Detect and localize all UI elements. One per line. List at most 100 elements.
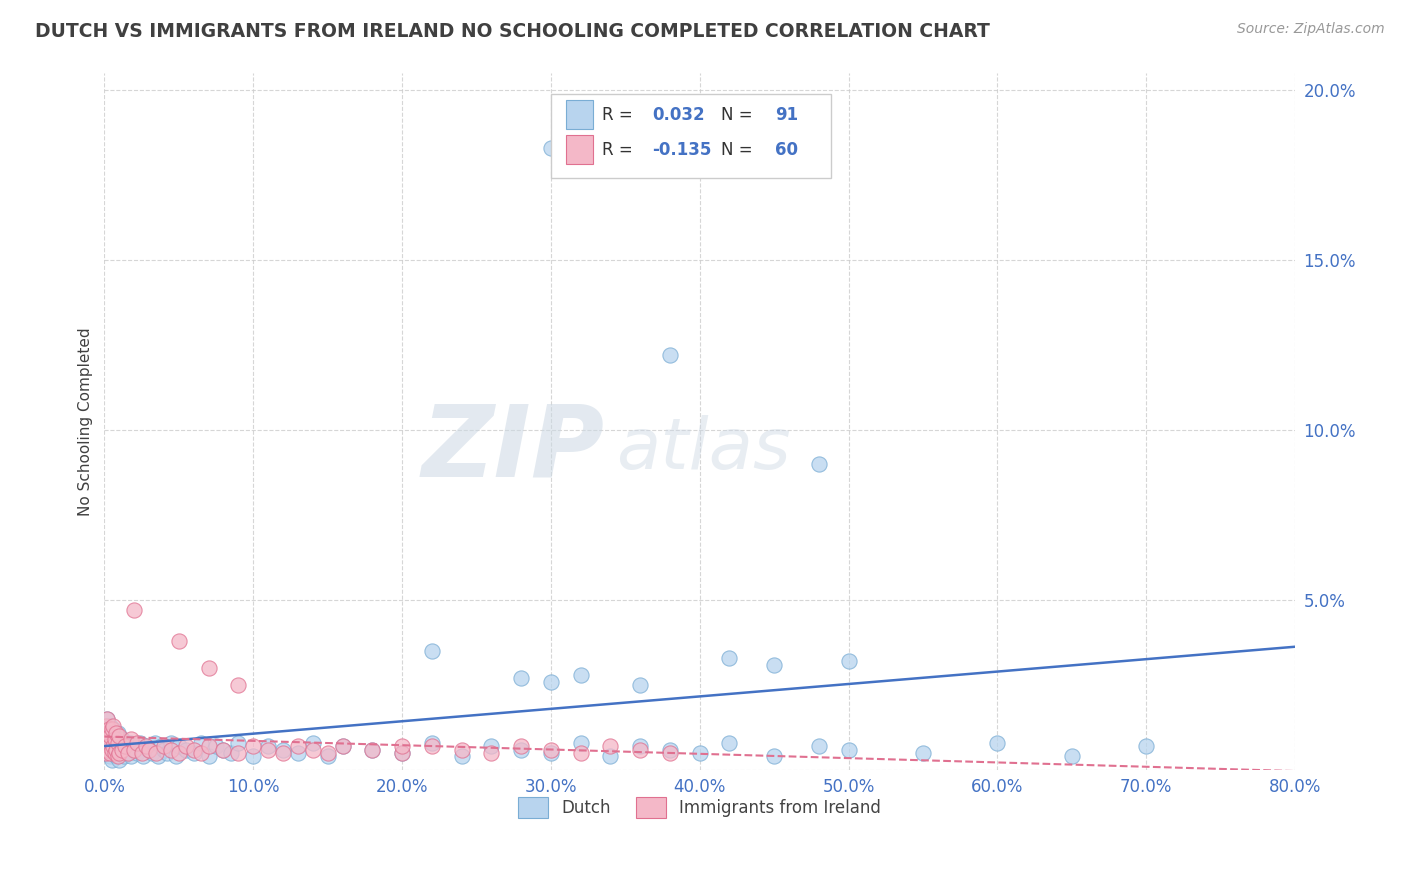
Point	[763, 657, 786, 672]
FancyBboxPatch shape	[567, 135, 592, 164]
Point	[167, 633, 190, 648]
Point	[110, 746, 132, 760]
Point	[212, 742, 235, 756]
Point	[391, 746, 413, 760]
Point	[98, 746, 121, 760]
Point	[105, 736, 128, 750]
FancyBboxPatch shape	[567, 100, 592, 129]
Point	[107, 749, 129, 764]
Text: -0.135: -0.135	[652, 141, 711, 159]
Point	[301, 736, 323, 750]
Point	[257, 739, 280, 754]
FancyBboxPatch shape	[551, 94, 831, 178]
Point	[120, 749, 142, 764]
Point	[1135, 739, 1157, 754]
Point	[108, 753, 131, 767]
Text: ZIP: ZIP	[422, 401, 605, 498]
Point	[112, 749, 135, 764]
Point	[104, 746, 127, 760]
Legend: Dutch, Immigrants from Ireland: Dutch, Immigrants from Ireland	[512, 790, 887, 824]
Point	[98, 749, 121, 764]
Point	[94, 736, 117, 750]
Point	[143, 736, 166, 750]
Point	[332, 739, 354, 754]
Point	[120, 732, 142, 747]
Point	[510, 742, 533, 756]
Point	[316, 746, 339, 760]
Point	[101, 722, 124, 736]
Point	[108, 746, 131, 760]
Point	[228, 678, 250, 692]
Point	[332, 739, 354, 754]
Point	[105, 742, 128, 756]
Point	[97, 725, 120, 739]
Point	[115, 742, 138, 756]
Point	[190, 736, 212, 750]
Point	[450, 749, 472, 764]
Text: 0.032: 0.032	[652, 106, 704, 124]
Point	[153, 739, 176, 754]
Point	[807, 739, 830, 754]
Point	[103, 722, 125, 736]
Point	[103, 739, 125, 754]
Point	[138, 742, 160, 756]
Point	[105, 749, 128, 764]
Point	[540, 742, 562, 756]
Point	[167, 746, 190, 760]
Point	[658, 746, 681, 760]
Point	[361, 742, 384, 756]
Text: R =: R =	[602, 106, 638, 124]
Point	[153, 742, 176, 756]
Point	[301, 742, 323, 756]
Point	[103, 739, 125, 754]
Text: N =: N =	[721, 106, 758, 124]
Point	[420, 644, 443, 658]
Point	[271, 742, 294, 756]
Point	[911, 746, 934, 760]
Point	[205, 739, 228, 754]
Point	[197, 661, 219, 675]
Point	[167, 739, 190, 754]
Point	[94, 746, 117, 760]
Point	[94, 732, 117, 747]
Y-axis label: No Schooling Completed: No Schooling Completed	[79, 327, 93, 516]
Point	[718, 736, 741, 750]
Point	[94, 722, 117, 736]
Text: N =: N =	[721, 141, 758, 159]
Point	[540, 674, 562, 689]
Point	[129, 736, 152, 750]
Point	[689, 746, 711, 760]
Point	[135, 739, 157, 754]
Point	[135, 739, 157, 754]
Point	[122, 742, 145, 756]
Point	[145, 746, 167, 760]
Point	[287, 746, 309, 760]
Point	[391, 739, 413, 754]
Point	[97, 739, 120, 754]
Point	[121, 739, 143, 754]
Point	[101, 729, 124, 743]
Point	[242, 749, 264, 764]
Point	[599, 749, 621, 764]
Text: 91: 91	[775, 106, 797, 124]
Point	[242, 739, 264, 754]
Point	[94, 746, 117, 760]
Point	[165, 749, 187, 764]
Point	[190, 746, 212, 760]
Point	[114, 739, 136, 754]
Point	[569, 667, 592, 681]
Point	[146, 749, 169, 764]
Point	[104, 746, 127, 760]
Point	[111, 742, 134, 756]
Point	[228, 736, 250, 750]
Point	[391, 746, 413, 760]
Point	[569, 746, 592, 760]
Point	[156, 746, 179, 760]
Point	[174, 742, 197, 756]
Point	[96, 732, 118, 747]
Point	[101, 742, 124, 756]
Point	[183, 746, 205, 760]
Point	[658, 348, 681, 362]
Point	[103, 719, 125, 733]
Text: DUTCH VS IMMIGRANTS FROM IRELAND NO SCHOOLING COMPLETED CORRELATION CHART: DUTCH VS IMMIGRANTS FROM IRELAND NO SCHO…	[35, 22, 990, 41]
